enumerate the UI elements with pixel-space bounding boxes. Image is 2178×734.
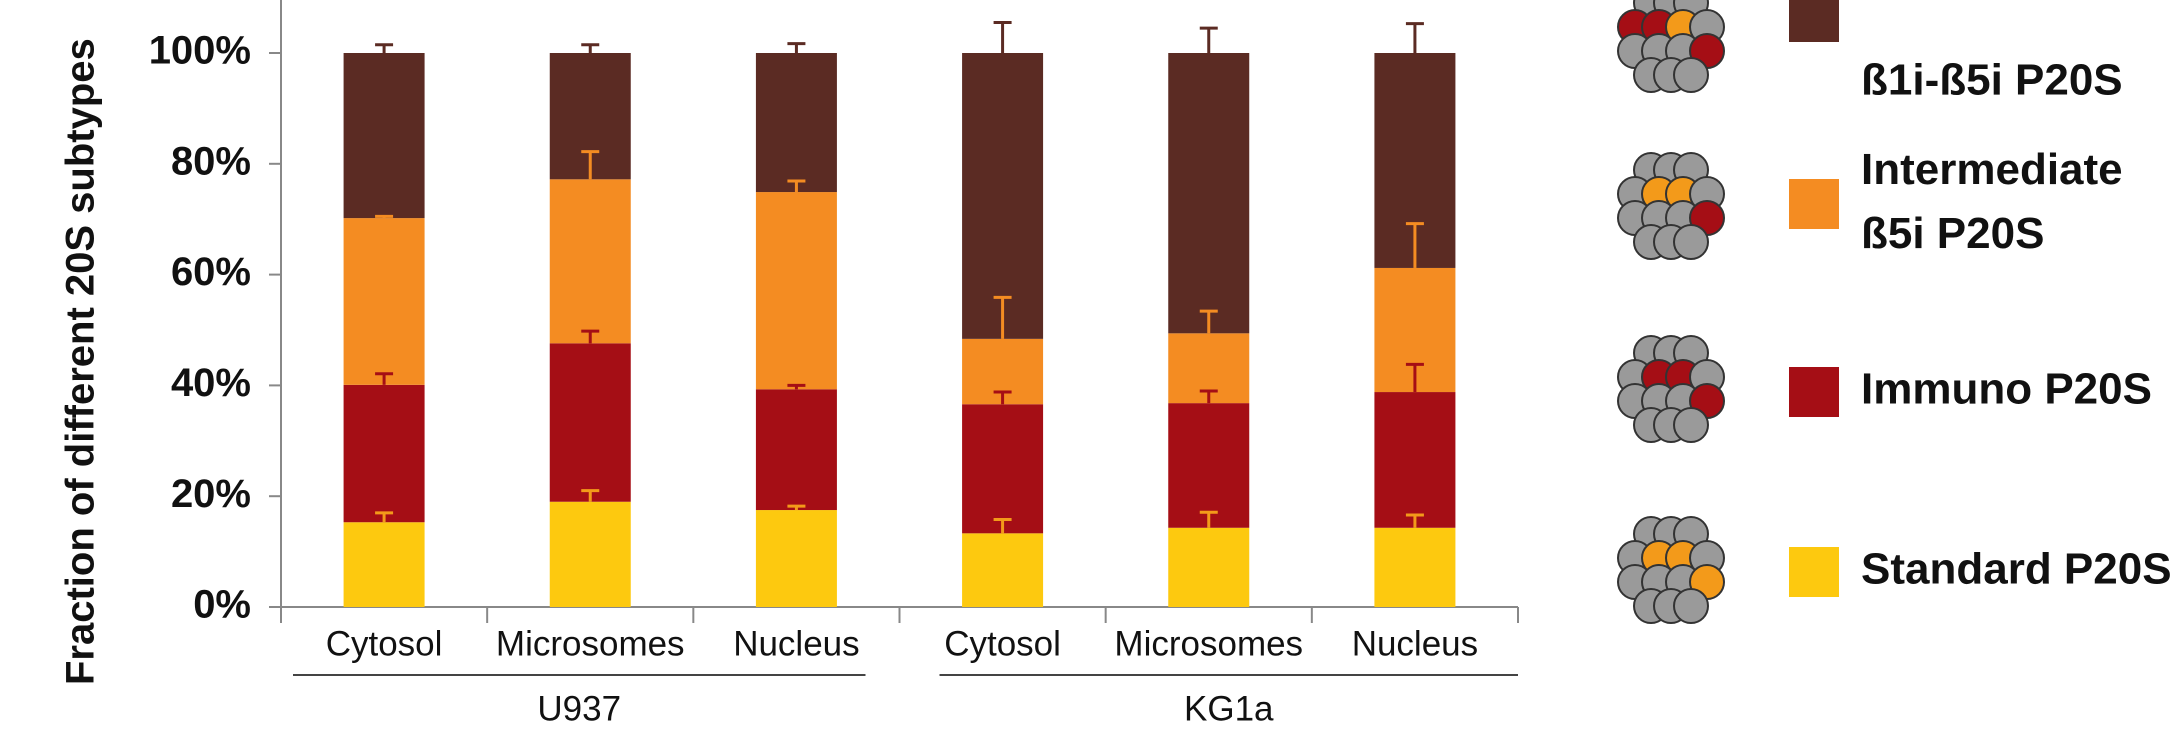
x-tick-label: Microsomes xyxy=(1114,624,1303,663)
x-tick-label: Cytosol xyxy=(944,624,1061,663)
legend-swatch xyxy=(1789,179,1839,229)
error-bar xyxy=(1200,28,1218,53)
x-tick-label: Cytosol xyxy=(326,624,443,663)
legend-swatch xyxy=(1789,0,1839,42)
y-tick-label: 40% xyxy=(171,361,251,405)
chart: Fraction of different 20S subtypes 0% 20%… xyxy=(0,0,2178,734)
bar-segment xyxy=(962,533,1043,607)
x-tick-label: Nucleus xyxy=(1352,624,1478,663)
group-label: KG1a xyxy=(1184,689,1274,728)
legend-label: ß1i-ß5i P20S xyxy=(1861,56,2123,105)
legend-swatch xyxy=(1789,547,1839,597)
icon-subunit xyxy=(1674,408,1708,442)
bar-segment xyxy=(1168,528,1249,607)
error-bar xyxy=(375,216,393,218)
bar-segment xyxy=(550,179,631,343)
bar-segment xyxy=(756,53,837,192)
legend-label: Standard P20S xyxy=(1861,545,2172,594)
bar-segment xyxy=(756,389,837,510)
page: Fraction of different 20S subtypes 0% 20%… xyxy=(0,0,2178,734)
bar-segment xyxy=(550,343,631,501)
bar-segment xyxy=(344,218,425,385)
bar-segment xyxy=(550,502,631,607)
icon-subunit xyxy=(1674,58,1708,92)
legend-icon xyxy=(1618,0,1724,92)
x-tick-label: Nucleus xyxy=(733,624,859,663)
legend-icon xyxy=(1618,517,1724,623)
bar-segment xyxy=(756,192,837,389)
legend-swatch xyxy=(1789,367,1839,417)
bar-segment xyxy=(1374,528,1455,607)
group-label: U937 xyxy=(537,689,621,728)
y-tick-label: 100% xyxy=(149,29,251,73)
error-bar xyxy=(581,45,599,53)
x-tick-label: Microsomes xyxy=(496,624,685,663)
bar-segment xyxy=(756,510,837,607)
legend-label: Immuno P20S xyxy=(1861,365,2152,414)
bar-segment xyxy=(1168,403,1249,528)
y-axis-title: Fraction of different 20S subtypes xyxy=(59,38,103,685)
legend-icon xyxy=(1618,336,1724,442)
bar-segment xyxy=(344,53,425,218)
y-tick-label: 80% xyxy=(171,139,251,183)
icon-subunit xyxy=(1674,589,1708,623)
bar-segment xyxy=(1374,392,1455,528)
y-tick-label: 20% xyxy=(171,472,251,516)
legend-icon xyxy=(1618,153,1724,259)
bar-segment xyxy=(344,522,425,607)
y-tick-label: 60% xyxy=(171,250,251,294)
bar-segment xyxy=(1168,53,1249,333)
error-bar xyxy=(1406,24,1424,53)
icon-subunit xyxy=(1674,225,1708,259)
error-bar xyxy=(375,45,393,53)
error-bar xyxy=(994,23,1012,53)
bar-segment xyxy=(962,404,1043,533)
y-tick-label: 0% xyxy=(193,583,251,627)
bar-segment xyxy=(344,385,425,522)
error-bar xyxy=(787,44,805,53)
